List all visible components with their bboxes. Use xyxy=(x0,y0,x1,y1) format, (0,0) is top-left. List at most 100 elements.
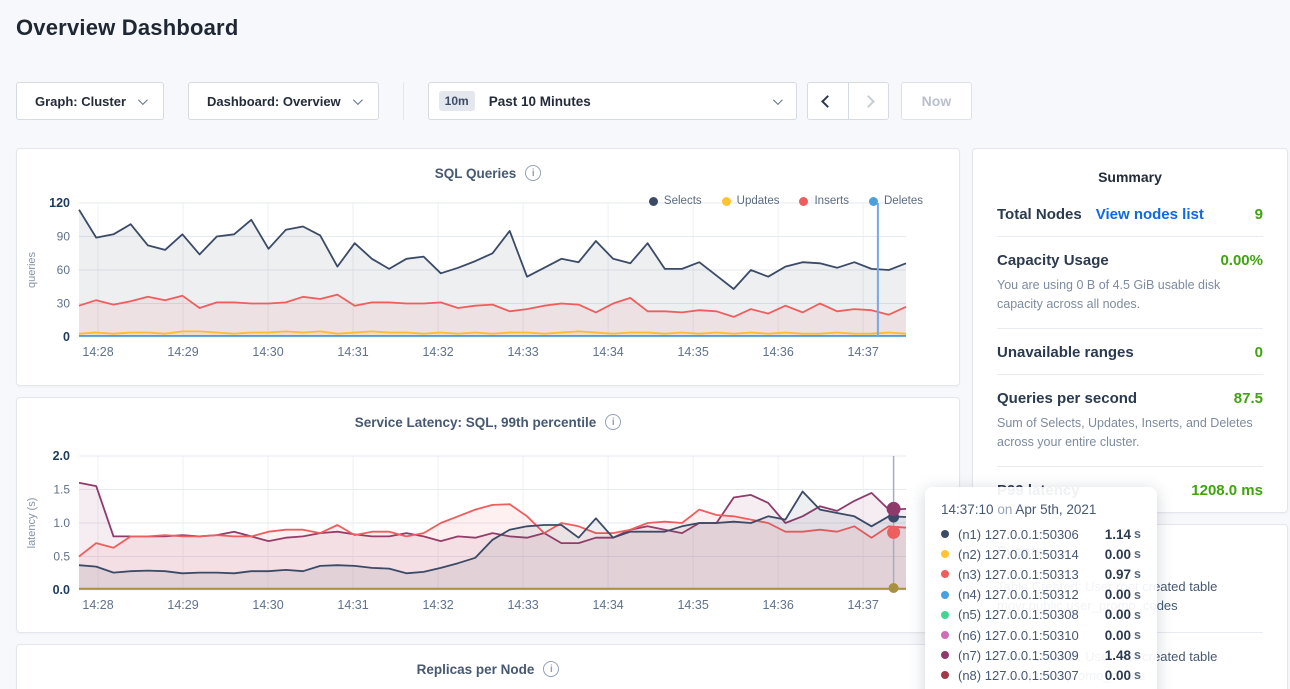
tooltip-node-label: (n1) 127.0.0.1:50306 xyxy=(958,526,1079,542)
svg-text:14:32: 14:32 xyxy=(422,345,453,359)
sql-queries-chart-card: SQL Queries i Selects Updates Inserts Delet… xyxy=(16,148,960,386)
summary-panel: Summary Total Nodes View nodes list 9 Capac… xyxy=(972,148,1288,513)
tooltip-node-label: (n6) 127.0.0.1:50310 xyxy=(958,627,1079,643)
summary-row-description: Sum of Selects, Updates, Inserts, and De… xyxy=(997,415,1253,450)
summary-row: Total Nodes View nodes list 9 xyxy=(997,191,1263,237)
summary-row-value: 87.5 xyxy=(1233,389,1263,407)
tooltip-unit: s xyxy=(1134,587,1141,602)
tooltip-value: 0.00 xyxy=(1104,667,1132,683)
tooltip-unit: s xyxy=(1134,668,1141,683)
dashboard-dropdown[interactable]: Dashboard: Overview xyxy=(188,82,379,120)
sql-queries-chart[interactable]: 14:28 14:29 14:30 14:31 14:32 14:33 14:34 14:35… xyxy=(17,183,961,361)
legend-item: Inserts xyxy=(799,195,849,207)
tooltip-value: 0.00 xyxy=(1104,627,1132,643)
svg-text:14:33: 14:33 xyxy=(507,345,538,359)
summary-row-description: You are using 0 B of 4.5 GiB usable disk… xyxy=(997,278,1221,312)
chevron-down-icon xyxy=(352,94,363,105)
summary-row-value: 1208.0 ms xyxy=(1191,481,1263,499)
chevron-down-icon xyxy=(137,94,148,105)
toolbar: Graph: Cluster Dashboard: Overview 10m P… xyxy=(16,82,973,120)
page-title: Overview Dashboard xyxy=(16,15,239,40)
svg-text:14:29: 14:29 xyxy=(167,345,198,359)
tooltip-value: 0.00 xyxy=(1104,587,1132,603)
summary-row-value: 9 xyxy=(1254,206,1263,223)
legend-label: Deletes xyxy=(884,195,923,207)
series-color-dot xyxy=(941,671,949,680)
svg-text:14:37: 14:37 xyxy=(848,598,879,612)
graph-dropdown[interactable]: Graph: Cluster xyxy=(16,82,165,120)
legend-item: Deletes xyxy=(869,195,923,207)
svg-text:0: 0 xyxy=(63,330,70,344)
series-color-dot xyxy=(941,631,949,640)
legend-label: Selects xyxy=(663,195,702,207)
tooltip-unit: s xyxy=(1134,607,1141,622)
charts-column: SQL Queries i Selects Updates Inserts Delet… xyxy=(16,148,960,689)
time-prev-button[interactable] xyxy=(807,83,848,119)
view-nodes-list-link[interactable]: View nodes list xyxy=(1095,206,1204,223)
svg-text:14:36: 14:36 xyxy=(763,345,794,359)
time-nav-group xyxy=(806,82,889,120)
time-range-badge: 10m xyxy=(438,91,475,111)
chart-hover-tooltip: 14:37:10 on Apr 5th, 2021 (n1) 127.0.0.1… xyxy=(925,487,1157,689)
svg-text:120: 120 xyxy=(49,196,70,210)
tooltip-value: 0.00 xyxy=(1104,607,1132,623)
tooltip-unit: s xyxy=(1134,527,1141,542)
tooltip-node-label: (n4) 127.0.0.1:50312 xyxy=(958,587,1079,603)
tooltip-row: (n5) 127.0.0.1:50308 0.00 s xyxy=(941,605,1141,625)
svg-text:14:35: 14:35 xyxy=(677,598,708,612)
svg-text:90: 90 xyxy=(57,230,71,244)
tooltip-value: 0.97 xyxy=(1104,566,1132,582)
legend-item: Selects xyxy=(648,195,702,207)
tooltip-node-label: (n7) 127.0.0.1:50309 xyxy=(958,647,1079,663)
service-latency-chart[interactable]: 14:28 14:29 14:30 14:31 14:32 14:33 14:34 14:35… xyxy=(17,436,961,614)
legend-dot xyxy=(799,196,809,206)
chart-title: Replicas per Node xyxy=(416,661,535,677)
tooltip-row: (n7) 127.0.0.1:50309 1.48 s xyxy=(941,645,1141,665)
summary-row-value: 0.00% xyxy=(1220,252,1263,269)
chevron-down-icon xyxy=(772,94,783,105)
info-icon[interactable]: i xyxy=(525,165,542,181)
tooltip-node-label: (n2) 127.0.0.1:50314 xyxy=(958,546,1079,562)
summary-row: Capacity Usage 0.00% You are using 0 B of … xyxy=(997,237,1263,329)
info-icon[interactable]: i xyxy=(543,661,560,677)
svg-text:14:28: 14:28 xyxy=(82,598,113,612)
series-color-dot xyxy=(941,550,949,559)
tooltip-row: (n1) 127.0.0.1:50306 1.14 s xyxy=(941,524,1141,544)
dashboard-dropdown-label: Dashboard: Overview xyxy=(207,93,341,109)
time-range-dropdown[interactable]: 10m Past 10 Minutes xyxy=(427,82,797,120)
time-next-button[interactable] xyxy=(847,83,888,119)
svg-text:60: 60 xyxy=(57,263,71,277)
arrow-right-icon xyxy=(861,94,875,108)
tooltip-value: 0.00 xyxy=(1104,546,1132,562)
series-color-dot xyxy=(941,530,949,539)
service-latency-chart-card: Service Latency: SQL, 99th percentile i … xyxy=(16,397,960,633)
svg-text:14:29: 14:29 xyxy=(167,598,198,612)
svg-text:14:37: 14:37 xyxy=(848,345,879,359)
tooltip-value: 1.48 xyxy=(1104,647,1132,663)
svg-text:1.5: 1.5 xyxy=(53,483,70,497)
now-button[interactable]: Now xyxy=(900,82,973,120)
graph-dropdown-label: Graph: Cluster xyxy=(35,93,127,109)
summary-row-value: 0 xyxy=(1254,343,1263,361)
series-color-dot xyxy=(941,651,949,660)
summary-row: Queries per second 87.5 Sum of Selects, Up… xyxy=(997,375,1263,467)
svg-text:30: 30 xyxy=(57,297,71,311)
svg-text:14:30: 14:30 xyxy=(252,598,283,612)
summary-row-label: Unavailable ranges xyxy=(997,343,1134,361)
arrow-left-icon xyxy=(821,94,835,108)
tooltip-row: (n6) 127.0.0.1:50310 0.00 s xyxy=(941,625,1141,645)
tooltip-unit: s xyxy=(1134,547,1141,562)
svg-text:14:30: 14:30 xyxy=(252,345,283,359)
svg-text:14:28: 14:28 xyxy=(82,345,113,359)
summary-row-label: Total Nodes xyxy=(997,206,1082,223)
svg-text:1.0: 1.0 xyxy=(53,516,70,530)
legend-label: Inserts xyxy=(814,195,849,207)
tooltip-unit: s xyxy=(1134,567,1141,582)
svg-text:14:36: 14:36 xyxy=(763,598,794,612)
tooltip-row: (n2) 127.0.0.1:50314 0.00 s xyxy=(941,544,1141,564)
svg-text:14:31: 14:31 xyxy=(337,598,368,612)
info-icon[interactable]: i xyxy=(605,414,622,430)
tooltip-value: 1.14 xyxy=(1104,526,1132,542)
tooltip-row: (n8) 127.0.0.1:50307 0.00 s xyxy=(941,665,1141,685)
summary-row-label: Capacity Usage xyxy=(997,252,1109,269)
